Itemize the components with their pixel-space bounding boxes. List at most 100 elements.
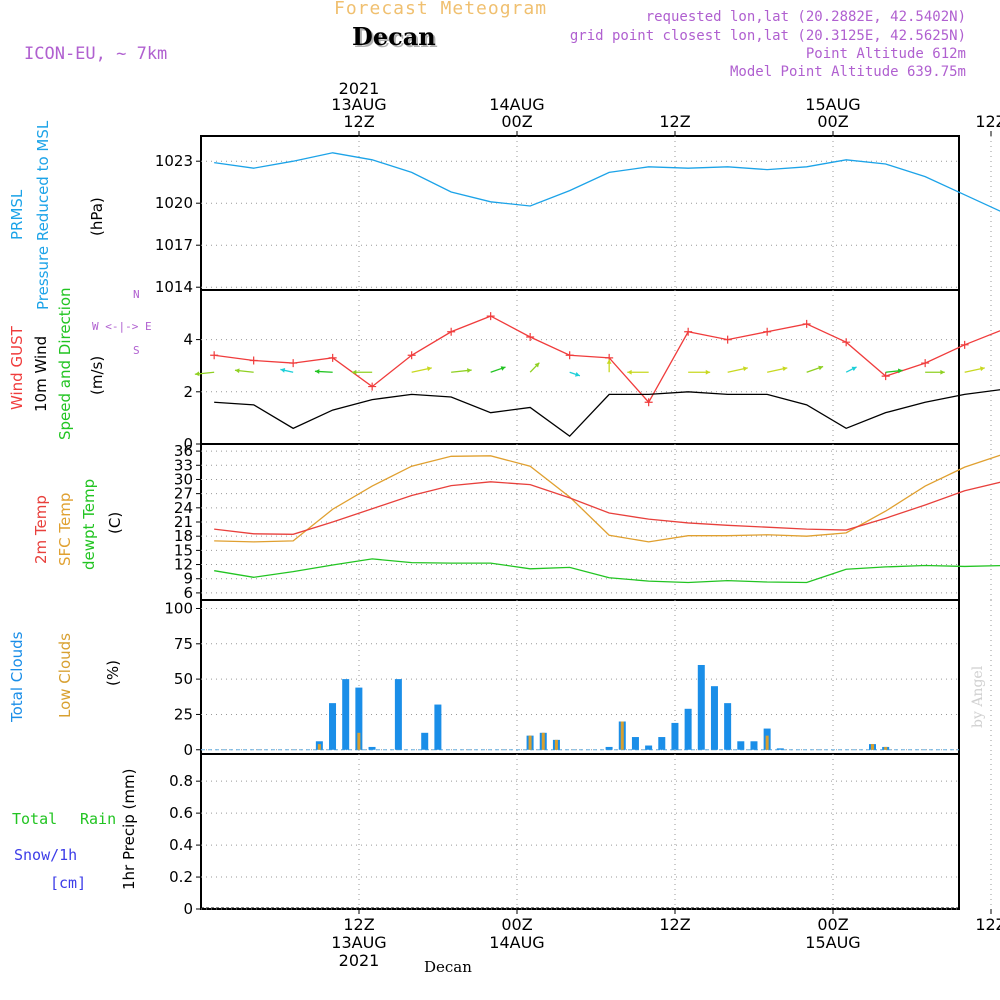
bottom-time-label: 00Z — [817, 915, 848, 934]
wind-arrow-head — [467, 368, 472, 373]
y-tick-label: 21 — [174, 513, 193, 531]
gust-marker — [763, 327, 772, 336]
y-tick-label: 0 — [183, 900, 193, 918]
y-tick-label: 75 — [174, 635, 193, 653]
model-altitude: Model Point Altitude 639.75m — [729, 64, 966, 80]
top-time-label: 15AUG — [805, 95, 860, 114]
y-tick-label: 36 — [174, 442, 193, 460]
gust-marker — [842, 338, 851, 347]
total-cloud-bar — [342, 679, 350, 750]
panel-frame-precipitation — [200, 753, 960, 910]
wind-arrow-head — [574, 372, 580, 377]
top-time-label: 13AUG — [331, 95, 386, 114]
y-tick-label: 0 — [183, 435, 193, 453]
model-name: ICON-EU, ~ 7km — [24, 44, 168, 64]
panel-frame-wind — [200, 289, 960, 445]
gust-marker — [723, 335, 732, 344]
panel-frame-temperature — [200, 443, 960, 601]
gust-marker — [802, 319, 811, 328]
gust-marker — [644, 398, 653, 407]
requested-coords: requested lon,lat (20.2882E, 42.5402N) — [645, 9, 966, 25]
total-cloud-bar — [671, 722, 679, 750]
y-tick-label: 100 — [164, 599, 193, 617]
point-altitude: Point Altitude 612m — [805, 46, 966, 62]
y-tick-label: 12 — [174, 556, 193, 574]
wind-arrow-head — [705, 369, 711, 375]
wind-arrow-head — [426, 366, 432, 372]
wind-arrow-head — [280, 368, 286, 373]
low-cloud-bar — [620, 721, 624, 750]
y-tick-label: 18 — [174, 527, 193, 545]
panel-frame-pressure — [200, 135, 960, 291]
y-tick-label: 0 — [183, 741, 193, 759]
wind-line — [214, 389, 1000, 438]
gust-marker — [447, 327, 456, 336]
wind-arrow-head — [534, 362, 540, 368]
total-cloud-bar — [434, 704, 442, 750]
y-tick-label: 0.4 — [169, 836, 193, 854]
gust-line — [214, 315, 1000, 404]
y-tick-label: 9 — [183, 570, 193, 588]
total-cloud-bar — [355, 687, 363, 750]
total-cloud-bar — [329, 703, 337, 750]
dewpt-line — [214, 558, 1000, 584]
bottom-time-label: 2021 — [339, 951, 380, 970]
wind-arrow-head — [742, 366, 748, 372]
low-cloud-bar — [541, 732, 545, 750]
gust-marker — [407, 351, 416, 360]
bottom-time-label: 12Z — [343, 915, 374, 934]
y-tick-label: 50 — [174, 670, 193, 688]
low-cloud-bar — [317, 744, 321, 750]
wind-arrow-head — [194, 371, 200, 377]
bottom-time-label: 12Z — [975, 915, 1000, 934]
bottom-time-label: 14AUG — [489, 933, 544, 952]
gust-marker — [486, 312, 495, 321]
low-cloud-bar — [765, 735, 769, 750]
wind-arrow-head — [234, 368, 240, 374]
precip-total-label: Total — [12, 810, 58, 828]
temp-2m-line — [214, 481, 1000, 535]
y-tick-label: 4 — [183, 331, 193, 349]
y-tick-label: 15 — [174, 541, 193, 559]
total-cloud-bar — [658, 737, 666, 750]
precip-cm-label: [cm] — [50, 874, 87, 892]
bottom-time-label: 13AUG — [331, 933, 386, 952]
top-time-label: 2021 — [339, 79, 380, 98]
bottom-time-label: 12Z — [659, 915, 690, 934]
total-cloud-bar — [737, 741, 745, 750]
top-time-label: 12Z — [343, 112, 374, 131]
gust-marker — [921, 359, 930, 368]
low-cloud-bar — [554, 739, 558, 750]
compass-we: W <-|-> E — [92, 320, 152, 333]
wind-arrow-head — [314, 369, 320, 374]
total-cloud-bar — [631, 737, 639, 750]
sfc-temp-line — [214, 454, 1000, 543]
gust-marker — [289, 359, 298, 368]
top-time-label: 00Z — [817, 112, 848, 131]
top-time-label: 12Z — [975, 112, 1000, 131]
y-tick-label: 27 — [174, 485, 193, 503]
gust-marker — [565, 351, 574, 360]
wind-arrow-head — [979, 366, 985, 372]
gust-marker — [881, 372, 890, 381]
low-cloud-bar — [871, 744, 874, 750]
y-tick-label: 0.2 — [169, 868, 193, 886]
low-cloud-bar — [528, 735, 532, 750]
y-tick-label: 30 — [174, 470, 193, 488]
y-tick-label: 24 — [174, 499, 193, 517]
total-cloud-bar — [724, 703, 732, 750]
wind-arrow-head — [627, 369, 632, 375]
top-time-label: 12Z — [659, 112, 690, 131]
prmsl-line — [214, 152, 1000, 212]
wind-arrow-head — [351, 369, 357, 375]
y-tick-label: 1017 — [155, 236, 193, 254]
wind-arrow-head — [897, 368, 903, 374]
low-cloud-bar — [357, 732, 361, 750]
compass-n: N — [133, 288, 140, 301]
gust-marker — [960, 340, 969, 349]
wind-arrow-head — [500, 366, 506, 371]
wind-arrow-head — [818, 365, 824, 371]
low-cloud-bar — [884, 746, 888, 750]
top-time-label: 00Z — [501, 112, 532, 131]
